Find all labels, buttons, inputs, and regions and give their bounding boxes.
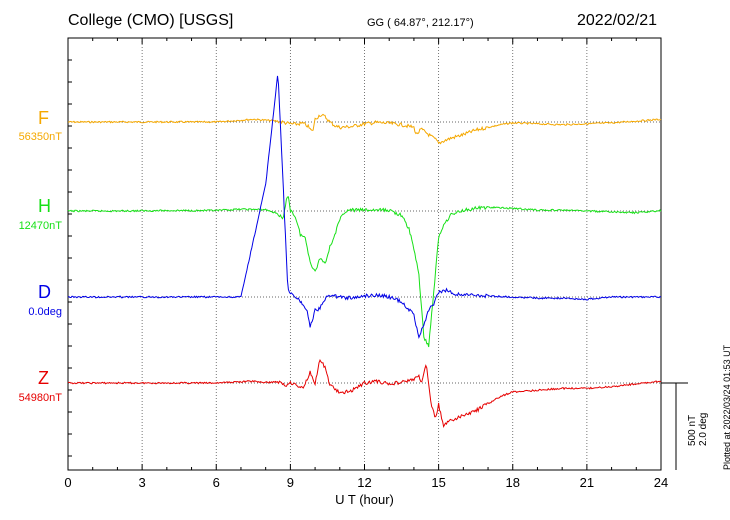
scale-bar-label: 500 nT 2.0 deg [687, 413, 709, 446]
x-tick-label: 18 [506, 475, 520, 490]
channel-baseline-z: 54980nT [18, 392, 62, 404]
channel-letter-h: H [38, 196, 51, 216]
channel-letter-f: F [38, 108, 49, 128]
trace-h [67, 196, 662, 348]
trace-f [67, 113, 662, 145]
x-tick-label: 12 [357, 475, 371, 490]
x-axis-label: U T (hour) [335, 492, 394, 507]
channel-baseline-h: 12470nT [18, 220, 62, 232]
scale-nt: 500 nT [687, 414, 698, 446]
channel-letter-d: D [38, 282, 51, 302]
plotted-timestamp: Plotted at 2022/03/24 01:53 UT [722, 344, 730, 470]
station-title: College (CMO) [USGS] [68, 12, 234, 29]
trace-z [67, 358, 662, 429]
x-tick-label: 21 [580, 475, 594, 490]
x-tick-label: 24 [654, 475, 668, 490]
x-tick-label: 3 [139, 475, 146, 490]
x-tick-label: 6 [213, 475, 220, 490]
geo-coordinates: GG ( 64.87°, 212.17°) [367, 17, 474, 29]
trace-d [67, 75, 662, 339]
x-tick-label: 15 [431, 475, 445, 490]
x-tick-label: 0 [64, 475, 71, 490]
date-label: 2022/02/21 [577, 12, 658, 29]
channel-baseline-f: 56350nT [18, 131, 62, 143]
channel-letter-z: Z [38, 368, 49, 388]
channel-baseline-d: 0.0deg [28, 306, 62, 318]
scale-deg: 2.0 deg [698, 412, 709, 446]
x-tick-label: 9 [287, 475, 294, 490]
